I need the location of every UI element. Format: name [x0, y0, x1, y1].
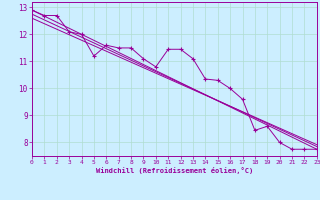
X-axis label: Windchill (Refroidissement éolien,°C): Windchill (Refroidissement éolien,°C) [96, 167, 253, 174]
